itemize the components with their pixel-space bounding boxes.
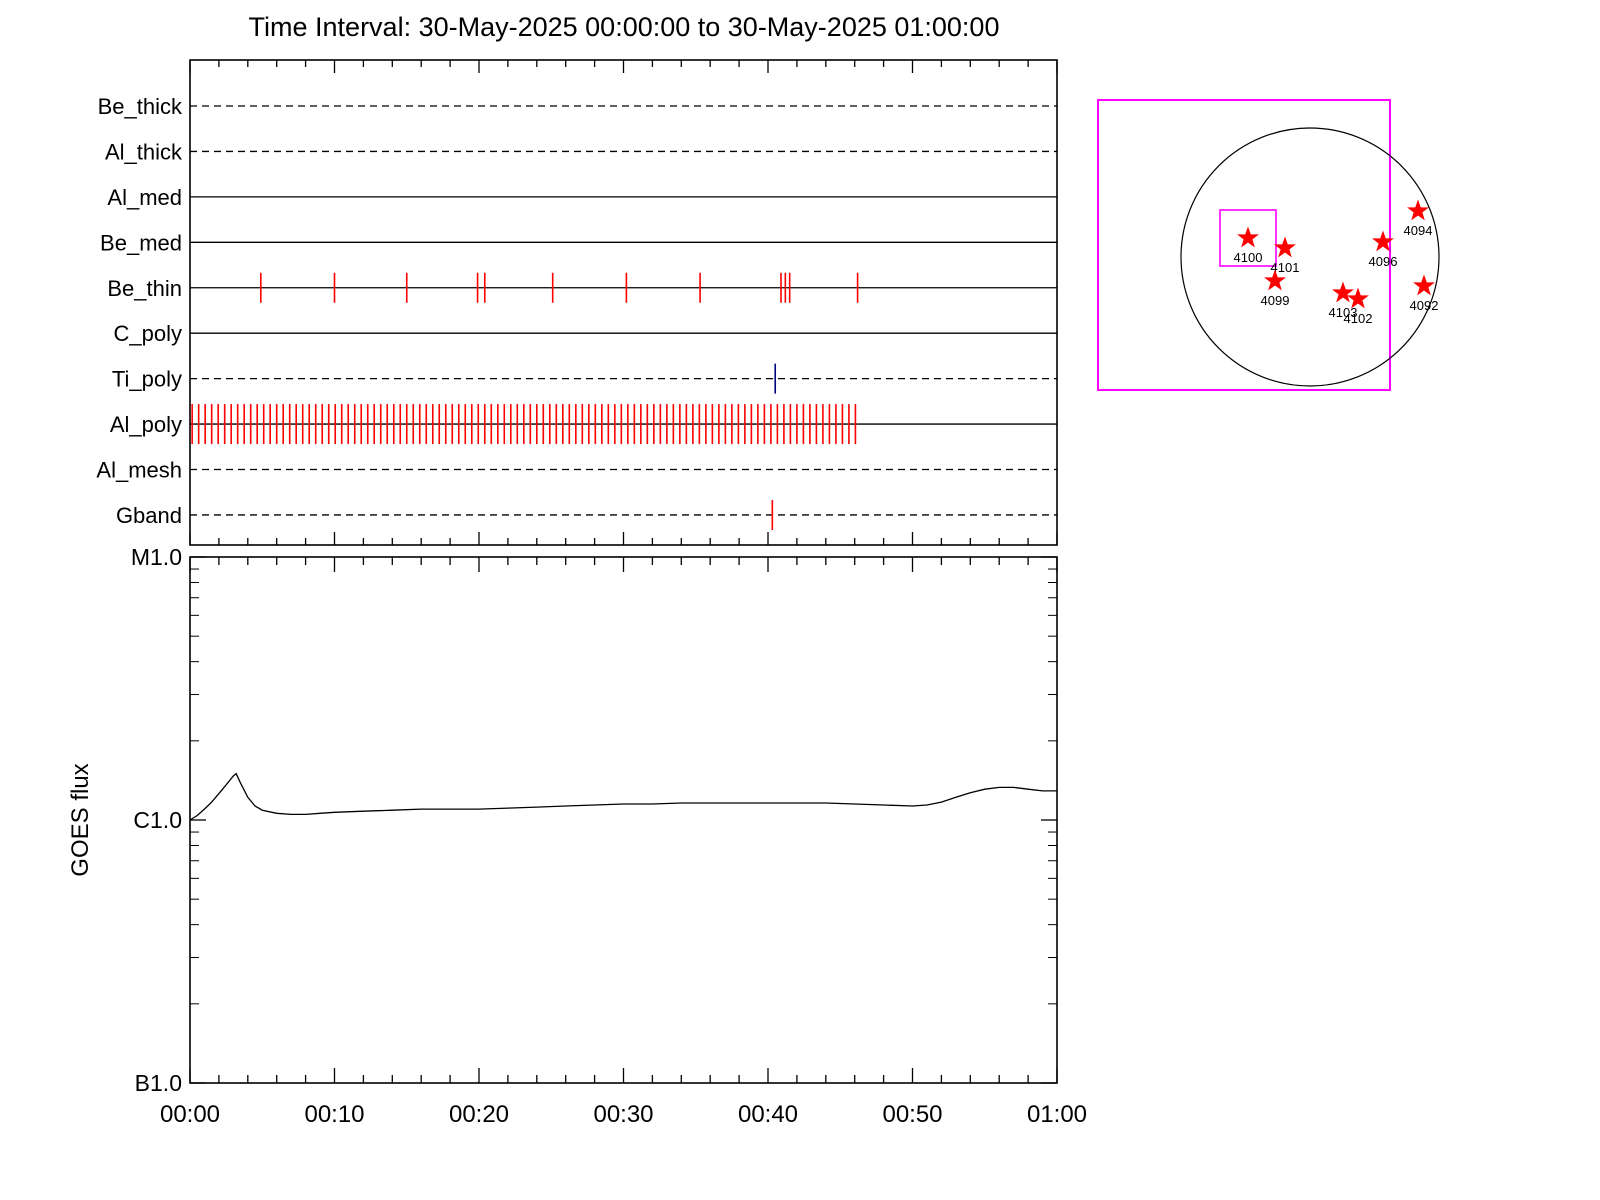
svg-text:Al_thick: Al_thick [105, 139, 183, 164]
svg-text:Be_thin: Be_thin [107, 276, 182, 301]
svg-text:Al_poly: Al_poly [110, 412, 182, 437]
svg-text:Be_med: Be_med [100, 230, 182, 255]
svg-text:M1.0: M1.0 [131, 544, 182, 570]
goes-flux-ylabel: GOES flux [67, 763, 94, 876]
svg-text:C_poly: C_poly [114, 321, 182, 346]
svg-text:00:40: 00:40 [738, 1101, 798, 1128]
svg-text:4100: 4100 [1234, 250, 1263, 265]
svg-text:4096: 4096 [1369, 254, 1398, 269]
svg-text:C1.0: C1.0 [133, 807, 182, 833]
svg-text:4101: 4101 [1271, 260, 1300, 275]
svg-text:4099: 4099 [1261, 293, 1290, 308]
svg-text:4102: 4102 [1344, 311, 1373, 326]
svg-text:Gband: Gband [116, 503, 182, 528]
svg-text:Be_thick: Be_thick [98, 94, 183, 119]
chart-root: Be_thick Al_thick Al_med Be_med Be_thin C_pol… [96, 59, 1440, 1128]
svg-text:00:50: 00:50 [882, 1101, 942, 1128]
svg-text:00:20: 00:20 [449, 1101, 509, 1128]
svg-text:4094: 4094 [1404, 223, 1433, 238]
svg-text:4103: 4103 [1329, 305, 1358, 320]
svg-text:4092: 4092 [1410, 298, 1439, 313]
svg-text:01:00: 01:00 [1027, 1101, 1087, 1128]
svg-text:Ti_poly: Ti_poly [112, 367, 182, 392]
chart-title: Time Interval: 30-May-2025 00:00:00 to 3… [248, 12, 1000, 42]
svg-text:00:10: 00:10 [304, 1101, 364, 1128]
svg-text:B1.0: B1.0 [135, 1070, 182, 1096]
svg-text:00:30: 00:30 [593, 1101, 653, 1128]
svg-text:00:00: 00:00 [160, 1101, 220, 1128]
svg-text:Al_mesh: Al_mesh [96, 458, 182, 483]
svg-text:Al_med: Al_med [107, 185, 182, 210]
